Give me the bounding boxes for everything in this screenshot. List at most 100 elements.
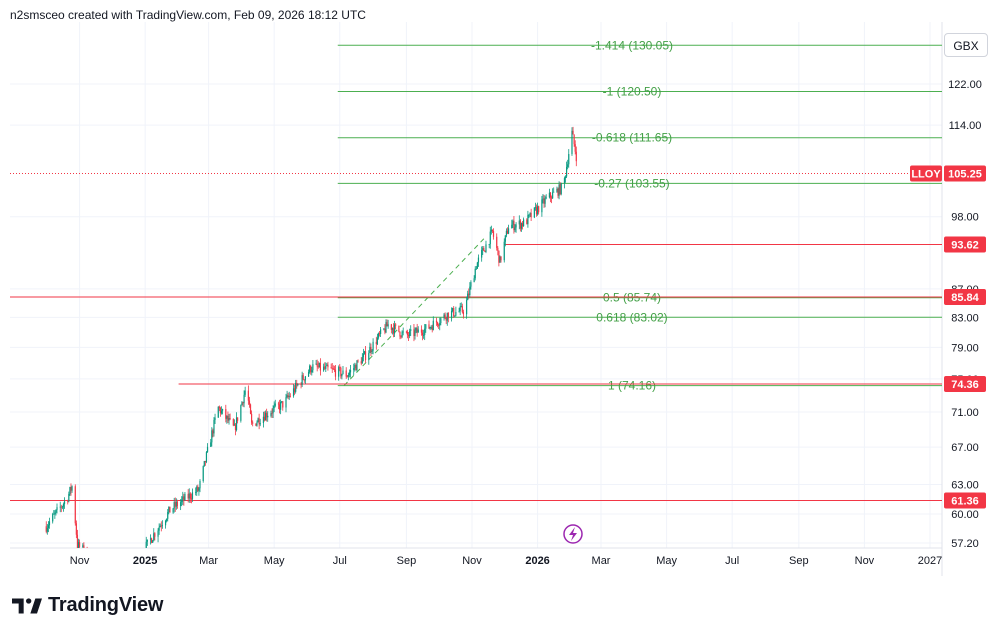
candle-body — [543, 198, 545, 204]
candle-body — [467, 293, 469, 301]
currency-button[interactable]: GBX — [944, 33, 988, 57]
candle-body — [405, 331, 408, 333]
candle-body — [281, 401, 283, 403]
candle-body — [241, 402, 243, 406]
candle-body — [145, 553, 146, 554]
candle-body — [219, 407, 222, 414]
candle-body — [476, 262, 478, 269]
candle-body — [55, 509, 57, 513]
candle-body — [496, 236, 498, 248]
candle-body — [99, 560, 100, 568]
fib-level-label: -0.27 (103.55) — [594, 176, 669, 190]
candle-body — [286, 395, 288, 398]
candle-body — [402, 331, 404, 333]
chart-grid — [10, 22, 943, 576]
candle-body — [483, 248, 485, 251]
candle-body — [221, 409, 224, 411]
candle-body — [423, 334, 425, 336]
candlestick-series — [45, 126, 577, 572]
candle-body — [195, 492, 197, 493]
candle-body — [191, 492, 194, 499]
candle-body — [498, 250, 500, 263]
candle-body — [60, 506, 62, 508]
candle-body — [120, 562, 121, 563]
candle-body — [121, 562, 122, 570]
candle-body — [132, 569, 133, 572]
candle-body — [331, 368, 333, 370]
candle-body — [500, 256, 502, 261]
candle-body — [560, 183, 562, 195]
candle-body — [391, 328, 394, 330]
candle-body — [421, 332, 424, 336]
candle-body — [387, 324, 389, 327]
candle-body — [518, 220, 520, 225]
candle-body — [353, 368, 355, 370]
candle-body — [190, 498, 192, 500]
candle-body — [575, 151, 577, 162]
candle-body — [425, 324, 427, 329]
price-tag-label: 74.36 — [951, 379, 979, 391]
candle-body — [534, 207, 537, 209]
candle-body — [527, 214, 529, 225]
candle-body — [521, 223, 524, 227]
candle-body — [226, 415, 228, 419]
candle-body — [259, 423, 261, 425]
candle-body — [511, 224, 513, 229]
candle-body — [393, 324, 396, 334]
candle-body — [481, 250, 483, 258]
candle-body — [145, 541, 147, 548]
fibonacci-extension: -1.414 (130.05) -1 (120.50) -0.618 (111.65… — [337, 38, 942, 393]
candle-body — [395, 324, 397, 326]
candle-body — [530, 212, 532, 218]
candle-body — [469, 286, 471, 296]
tradingview-logo[interactable]: TradingView — [12, 594, 163, 617]
fib-level-label: -0.618 (111.65) — [592, 131, 672, 145]
candle-body — [552, 192, 554, 199]
candle-body — [376, 337, 378, 345]
candle-body — [173, 502, 175, 509]
time-axis-label: Jul — [333, 555, 347, 567]
candle-body — [428, 324, 430, 329]
candle-body — [447, 312, 449, 319]
time-axis-label: 2027 — [918, 555, 942, 567]
candle-body — [542, 198, 544, 200]
candle-body — [316, 363, 318, 367]
candle-body — [312, 364, 314, 371]
price-axis-label: 63.00 — [951, 479, 979, 491]
candle-body — [506, 230, 509, 234]
candle-body — [189, 493, 191, 499]
price-axis-label: 79.00 — [951, 342, 979, 354]
candle-body — [491, 229, 494, 232]
candle-body — [327, 364, 329, 368]
candle-body — [130, 567, 131, 570]
candle-body — [436, 322, 439, 326]
candle-body — [199, 480, 201, 489]
candle-body — [204, 460, 206, 463]
candle-body — [355, 364, 357, 371]
fib-level-label: 0.618 (83.02) — [596, 310, 667, 324]
candle-body — [75, 523, 77, 535]
candle-body — [240, 405, 242, 421]
candle-body — [294, 388, 296, 392]
candle-body — [257, 418, 259, 423]
price-tag-box — [944, 289, 986, 306]
candle-body — [533, 207, 535, 218]
candle-body — [244, 390, 246, 395]
candle-body — [415, 328, 417, 331]
candle-body — [74, 486, 76, 524]
candle-body — [153, 533, 155, 541]
candle-body — [172, 508, 174, 513]
candle-body — [152, 540, 154, 543]
symbol-tag-label: LLOY — [911, 168, 941, 180]
candle-body — [386, 322, 388, 327]
time-axis-label: Mar — [199, 555, 218, 567]
candle-body — [92, 557, 93, 558]
candle-body — [348, 372, 351, 376]
candle-body — [443, 314, 445, 319]
price-axis-label: 60.00 — [951, 509, 979, 521]
candle-body — [468, 293, 470, 296]
candle-body — [297, 384, 299, 386]
candle-body — [474, 268, 476, 279]
candle-body — [475, 268, 477, 270]
